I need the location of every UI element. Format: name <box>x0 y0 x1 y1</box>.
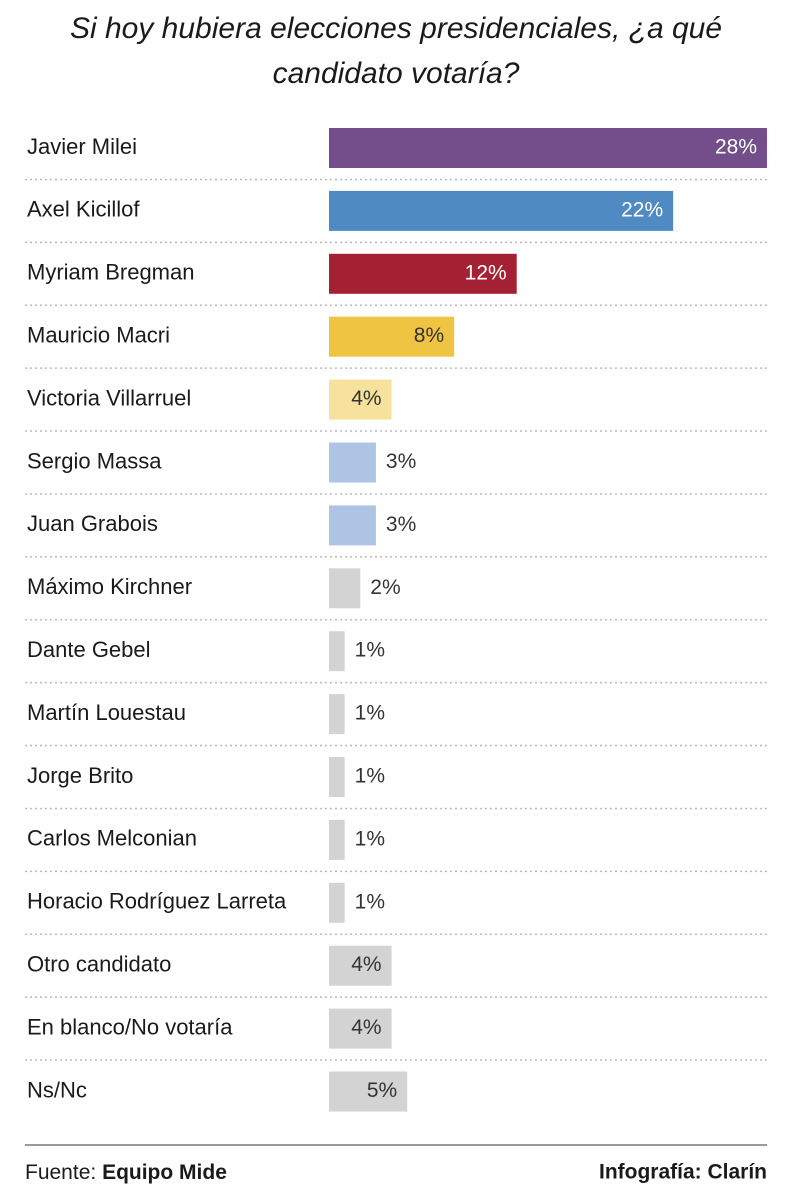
bar <box>329 190 674 231</box>
category-label: Carlos Melconian <box>27 826 197 851</box>
category-label: Jorge Brito <box>27 763 133 788</box>
category-label: Martín Louestau <box>27 700 186 725</box>
category-label: Ns/Nc <box>27 1077 87 1102</box>
value-label: 1% <box>355 827 385 850</box>
value-label: 4% <box>351 1016 381 1039</box>
bar <box>329 505 376 546</box>
value-label: 22% <box>621 198 663 221</box>
value-label: 4% <box>351 387 381 410</box>
category-label: Myriam Bregman <box>27 260 194 285</box>
value-label: 8% <box>414 324 444 347</box>
bar <box>329 882 345 923</box>
bar <box>329 1071 408 1112</box>
category-label: Sergio Massa <box>27 448 162 473</box>
value-label: 1% <box>355 702 385 725</box>
category-label: Victoria Villarruel <box>27 385 191 410</box>
bar <box>329 631 345 672</box>
bar <box>329 1008 392 1049</box>
category-label: Dante Gebel <box>27 637 151 662</box>
category-label: Juan Grabois <box>27 511 158 536</box>
value-label: 1% <box>355 765 385 788</box>
value-label: 2% <box>370 576 400 599</box>
credit: Infografía: Clarín <box>599 1161 767 1184</box>
category-label: Horacio Rodríguez Larreta <box>27 889 287 914</box>
bar <box>329 945 392 986</box>
category-label: Mauricio Macri <box>27 323 170 348</box>
bar <box>329 253 517 294</box>
chart-title: Si hoy hubiera elecciones presidenciales… <box>70 12 722 45</box>
source-name: Equipo Mide <box>102 1161 227 1184</box>
bar <box>329 442 376 483</box>
bar <box>329 694 345 735</box>
source: Fuente: Equipo Mide <box>25 1161 227 1184</box>
category-label: Axel Kicillof <box>27 197 140 222</box>
bar <box>329 819 345 860</box>
chart-title: candidato votaría? <box>273 57 520 90</box>
value-label: 12% <box>465 261 507 284</box>
category-label: Máximo Kirchner <box>27 574 192 599</box>
value-label: 3% <box>386 513 416 536</box>
value-label: 1% <box>355 639 385 662</box>
value-label: 5% <box>367 1079 397 1102</box>
bar <box>329 128 767 168</box>
source-label: Fuente: <box>25 1161 96 1184</box>
bar <box>329 379 392 420</box>
bar <box>329 757 345 797</box>
bar <box>329 568 361 609</box>
bar <box>329 316 455 357</box>
category-label: En blanco/No votaría <box>27 1014 233 1039</box>
value-label: 1% <box>355 890 385 913</box>
category-label: Otro candidato <box>27 952 171 977</box>
value-label: 28% <box>715 136 757 159</box>
category-label: Javier Milei <box>27 134 137 159</box>
value-label: 3% <box>386 450 416 473</box>
value-label: 4% <box>351 953 381 976</box>
